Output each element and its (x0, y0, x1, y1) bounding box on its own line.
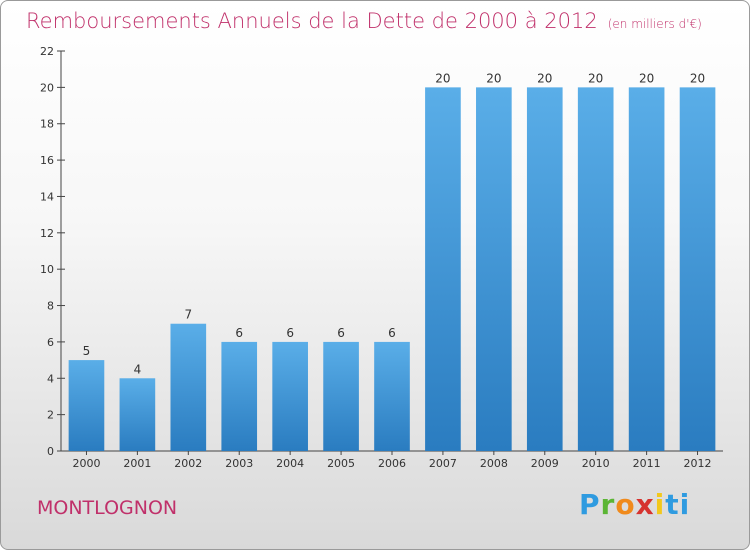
data-label: 20 (588, 71, 603, 85)
data-label: 6 (235, 326, 243, 340)
data-label: 7 (184, 308, 192, 322)
bar-2006 (374, 341, 410, 451)
bar-2009 (526, 87, 563, 451)
x-tick-label: 2008 (480, 457, 508, 470)
x-tick-label: 2006 (378, 457, 406, 470)
chart-title-text: Remboursements Annuels de la Dette de 20… (26, 9, 598, 33)
data-label: 20 (435, 71, 450, 85)
x-tick-label: 2004 (276, 457, 304, 470)
bar-2008 (476, 87, 512, 451)
bar-2004 (272, 341, 308, 451)
y-tick-label: 10 (40, 263, 54, 276)
y-tick-label: 12 (40, 227, 54, 240)
data-label: 20 (690, 71, 705, 85)
place-name: MONTLOGNON (37, 497, 178, 519)
brand-letter: P (579, 488, 601, 521)
x-tick-label: 2012 (684, 457, 712, 470)
y-tick-label: 22 (40, 45, 54, 58)
chart-title: Remboursements Annuels de la Dette de 20… (26, 9, 702, 33)
y-tick-label: 6 (47, 336, 54, 349)
brand-letter: ti (665, 488, 691, 521)
bar-2012 (679, 87, 716, 451)
bar-2010 (577, 87, 614, 451)
y-tick-label: 2 (47, 409, 54, 422)
brand-logo: Proxiti (579, 488, 690, 521)
bar-2011 (628, 87, 665, 451)
data-label: 20 (486, 71, 501, 85)
x-tick-label: 2010 (582, 457, 610, 470)
bar-2000 (68, 360, 105, 451)
y-tick-label: 8 (47, 300, 54, 313)
brand-letter: i (654, 488, 666, 521)
bar-2003 (221, 341, 258, 451)
x-tick-label: 2002 (174, 457, 202, 470)
data-label: 6 (337, 326, 345, 340)
y-tick-label: 14 (40, 190, 54, 203)
bar-2005 (323, 341, 359, 451)
x-tick-label: 2000 (72, 457, 100, 470)
bar-2002 (170, 323, 207, 451)
y-tick-label: 18 (40, 118, 54, 131)
y-tick-label: 0 (47, 445, 54, 458)
data-label: 6 (286, 326, 294, 340)
bar-2001 (119, 378, 156, 451)
x-tick-label: 2007 (429, 457, 457, 470)
x-tick-label: 2009 (531, 457, 559, 470)
brand-letter: o (615, 488, 636, 521)
x-tick-label: 2001 (123, 457, 151, 470)
data-label: 20 (639, 71, 654, 85)
brand-letter: x (635, 488, 655, 521)
y-tick-label: 4 (47, 372, 54, 385)
data-label: 6 (388, 326, 396, 340)
data-label: 20 (537, 71, 552, 85)
y-tick-label: 16 (40, 154, 54, 167)
bar-2007 (425, 87, 461, 451)
chart-unit: (en milliers d'€) (607, 17, 702, 31)
brand-letter: r (600, 488, 616, 521)
x-tick-label: 2003 (225, 457, 253, 470)
data-label: 5 (83, 344, 91, 358)
data-label: 4 (134, 362, 142, 376)
x-tick-label: 2011 (633, 457, 661, 470)
x-tick-label: 2005 (327, 457, 355, 470)
y-tick-label: 20 (40, 81, 54, 94)
